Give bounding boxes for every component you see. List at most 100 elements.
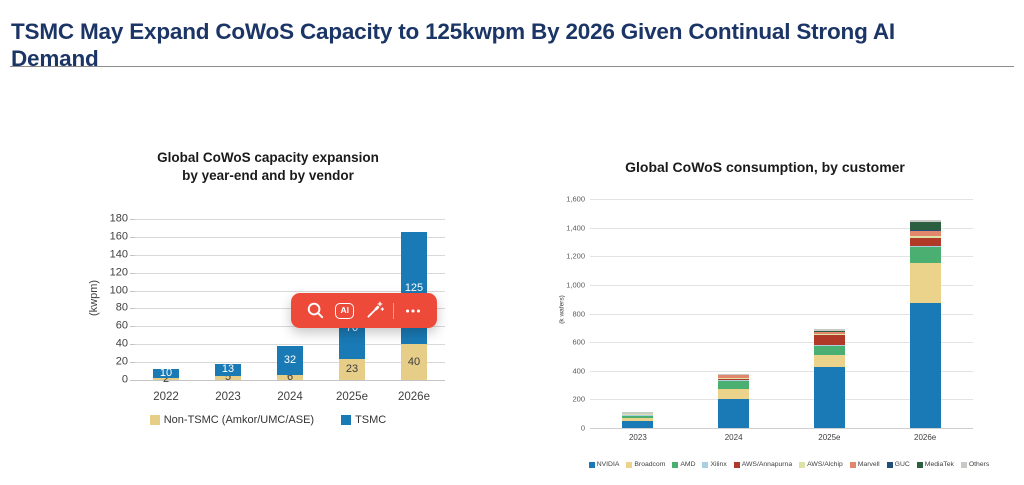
y-tick-label: 0 [121, 373, 128, 386]
chart-cowos-consumption-by-customer: Global CoWoS consumption, by customer 0 2… [555, 158, 1023, 478]
x-axis-label: 2024 [724, 433, 743, 442]
legend-label: AWS/Alchip [807, 461, 843, 468]
x-axis-label: 2024 [277, 391, 303, 403]
bar-segment-amd-2023 [622, 415, 654, 418]
bar-segment-non-tsmc-amkor-umc-ase--2023: 5 [215, 372, 241, 383]
y-axis-tick [130, 236, 135, 238]
legend-label: Others [968, 461, 990, 468]
bar-segment-amd-2024 [718, 380, 750, 389]
legend-item: MediaTek [916, 461, 954, 468]
page-title: TSMC May Expand CoWoS Capacity to 125kwp… [11, 19, 895, 71]
y-tick-label: 100 [109, 284, 128, 297]
bar-segment-aws-annapurna-2025e [813, 334, 845, 345]
bar-segment-aws-alchip-2023 [622, 413, 654, 416]
legend-item: TSMC [341, 414, 386, 426]
bar-segment-others-2024 [718, 374, 750, 376]
y-axis-tick [130, 380, 135, 381]
gridline [135, 326, 445, 328]
bar-value-label: 6 [286, 370, 294, 383]
gridline [590, 399, 973, 401]
gridline [135, 290, 445, 292]
y-tick-label: 140 [109, 248, 128, 261]
legend-label: Xilinx [710, 461, 727, 468]
bar-value-label: 10 [159, 367, 173, 380]
bar-segment-others-2023 [622, 411, 654, 414]
gridline [135, 236, 445, 238]
bar-value-label: 125 [404, 281, 424, 294]
search-icon [307, 302, 323, 319]
y-tick-label: 0 [580, 423, 585, 433]
ai-button[interactable]: AI [334, 300, 356, 322]
legend-item: Xilinx [702, 461, 727, 468]
y-tick-label: 1,400 [566, 222, 585, 232]
bar-segment-xilinx-2026e [909, 245, 941, 247]
y-tick-label: 20 [115, 355, 128, 368]
legend-label: Broadcom [634, 461, 666, 468]
x-axis-label: 2023 [215, 391, 241, 403]
y-axis-tick [130, 272, 135, 274]
bar-segment-nvidia-2026e [909, 302, 941, 428]
legend-label: Non-TSMC (Amkor/UMC/ASE) [163, 414, 315, 426]
bar-segment-amd-2026e [909, 246, 941, 264]
y-axis-tick [130, 290, 135, 292]
bar-segment-nvidia-2023 [622, 421, 654, 428]
legend-item: Non-TSMC (Amkor/UMC/ASE) [149, 414, 315, 426]
gridline [135, 219, 445, 220]
chart-legend: Non-TSMC (Amkor/UMC/ASE) TSMC [58, 414, 478, 426]
more-button[interactable] [402, 300, 424, 322]
y-axis-tick [130, 344, 135, 346]
gridline [590, 284, 973, 286]
legend-swatch-others [960, 461, 967, 468]
legend-swatch-aws-alchip [799, 461, 806, 468]
y-tick-label: 60 [115, 319, 128, 332]
y-axis-tick [130, 219, 135, 220]
gridline [590, 313, 973, 315]
title-divider [10, 66, 1014, 67]
chart-legend: NVIDIA Broadcom AMD Xilinx AWS/Annapurna AWS/… [555, 461, 1023, 468]
bar-segment-marvell-2024 [718, 375, 750, 379]
y-axis-unit-label: (k wafers) [558, 295, 566, 324]
bar-segment-aws-alchip-2025e [813, 334, 845, 336]
y-axis-tick [130, 326, 135, 328]
y-axis-unit-label: (kwpm) [88, 279, 100, 317]
legend-item: Broadcom [626, 461, 665, 468]
legend-item: Others [960, 461, 990, 468]
x-axis-label: 2026e [914, 433, 937, 442]
gridline [590, 370, 973, 372]
bar-segment-xilinx-2025e [813, 344, 845, 346]
magic-wand-button[interactable] [364, 300, 386, 322]
bar-segment-aws-alchip-2024 [718, 378, 750, 380]
y-tick-label: 600 [572, 337, 585, 347]
legend-item: NVIDIA [588, 461, 619, 468]
chart-canvas: 0 200 400 600 800 1,000 1,200 1,400 1,600 (k wafe… [555, 158, 1023, 478]
y-axis-tick [130, 362, 135, 364]
gridline [590, 428, 973, 429]
y-tick-label: 400 [572, 366, 585, 375]
x-axis-label: 2022 [153, 391, 179, 403]
x-axis-label: 2026e [398, 391, 430, 403]
y-tick-label: 1,200 [566, 251, 585, 261]
bar-segment-nvidia-2024 [718, 399, 750, 428]
legend-swatch-nvidia [588, 461, 595, 468]
bar-segment-aws-alchip-2026e [909, 236, 941, 238]
gridline [135, 272, 445, 274]
legend-swatch-broadcom [626, 461, 633, 468]
magic-wand-icon [367, 301, 385, 318]
legend-label: AWS/Annapurna [741, 461, 793, 468]
y-tick-label: 1,600 [566, 194, 585, 204]
x-axis-label: 2025e [336, 391, 368, 403]
gridline [135, 254, 445, 256]
bar-value-label: 40 [407, 355, 421, 368]
bar-segment-tsmc-2024: 32 [277, 346, 303, 375]
bar-segment-guc-2025e [813, 331, 845, 333]
bar-segment-broadcom-2025e [813, 355, 845, 368]
legend-item: Marvell [849, 461, 880, 468]
y-tick-label: 40 [115, 337, 128, 350]
bar-value-label: 23 [345, 363, 359, 376]
search-button[interactable] [304, 300, 326, 322]
bar-segment-non-tsmc-amkor-umc-ase--2024: 6 [277, 370, 303, 383]
bar-segment-mediatek-2025e [813, 330, 845, 332]
y-tick-label: 1,000 [566, 280, 585, 290]
y-tick-label: 160 [109, 230, 128, 243]
